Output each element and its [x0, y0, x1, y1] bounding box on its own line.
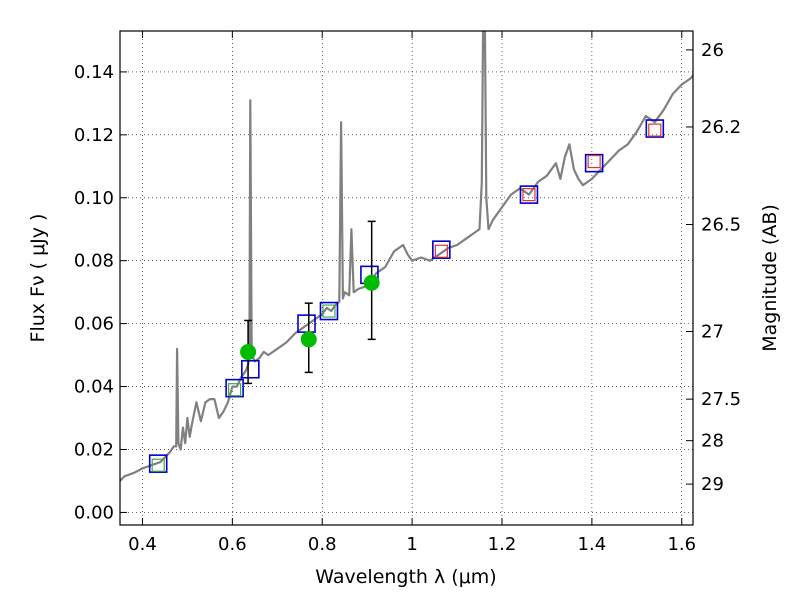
y-tick-label: 0.08: [74, 251, 114, 272]
observed-photometry-square: [522, 188, 536, 202]
y-tick-label: 0.10: [74, 188, 114, 209]
right-tick-label: 26.5: [701, 215, 741, 236]
y-tick-label: 0.04: [74, 377, 114, 398]
model-photometry-square: [519, 185, 539, 204]
observed-photometry-circle: [240, 343, 257, 360]
right-tick-label: 28: [701, 431, 724, 452]
sed-model-line: [120, 31, 693, 482]
model-photometry-square: [225, 378, 244, 398]
model-photometry-square: [645, 119, 665, 138]
right-tick-label: 29: [701, 474, 724, 495]
y-tick-label: 0.02: [74, 439, 114, 460]
model-photometry-square: [148, 454, 168, 473]
y-tick-label: 0.00: [74, 502, 114, 523]
data-layer: [120, 31, 693, 482]
y-tick-label: 0.06: [74, 314, 114, 335]
right-tick-label: 26.2: [701, 117, 741, 138]
x-tick-label: 0.8: [308, 534, 337, 555]
observed-photometry-square: [151, 458, 165, 472]
model-photometry-square: [319, 301, 339, 321]
observed-photometry-square: [322, 304, 336, 318]
observed-photometry-square: [228, 383, 242, 397]
right-axis-title: Magnitude (AB): [759, 204, 781, 352]
x-tick-label: 0.4: [128, 534, 157, 555]
x-tick-label: 0.6: [218, 534, 247, 555]
plot-frame: [119, 30, 694, 526]
observed-photometry-square: [587, 154, 601, 169]
right-tick-label: 27.5: [701, 389, 741, 410]
x-tick-label: 1.2: [488, 534, 517, 555]
y-tick-label: 0.12: [74, 125, 114, 146]
model-photometry-square: [241, 359, 260, 379]
ticks: 0.4 0.6 0.8 1 1.2 1.4 1.6 0.00 0.02 0.04 0.06 0.08 0…: [74, 31, 741, 555]
x-tick-label: 1.6: [667, 534, 696, 555]
observed-photometry-circle: [363, 274, 380, 291]
x-tick-label: 1: [406, 534, 417, 555]
y-axis-title: Flux Fν ( μJy ): [27, 214, 49, 343]
model-photometry-square: [432, 240, 451, 259]
y-tick-label: 0.14: [74, 62, 114, 83]
observed-photometry-circle: [300, 331, 317, 348]
x-axis-title: Wavelength λ (μm): [315, 566, 496, 588]
model-photometry-square: [584, 153, 604, 173]
x-tick-label: 1.4: [578, 534, 607, 555]
plot-background: [120, 31, 693, 525]
right-tick-label: 26: [701, 40, 724, 61]
observed-photometry-square: [648, 123, 662, 137]
observed-photometry-square: [434, 244, 448, 258]
right-tick-label: 27: [701, 321, 724, 342]
